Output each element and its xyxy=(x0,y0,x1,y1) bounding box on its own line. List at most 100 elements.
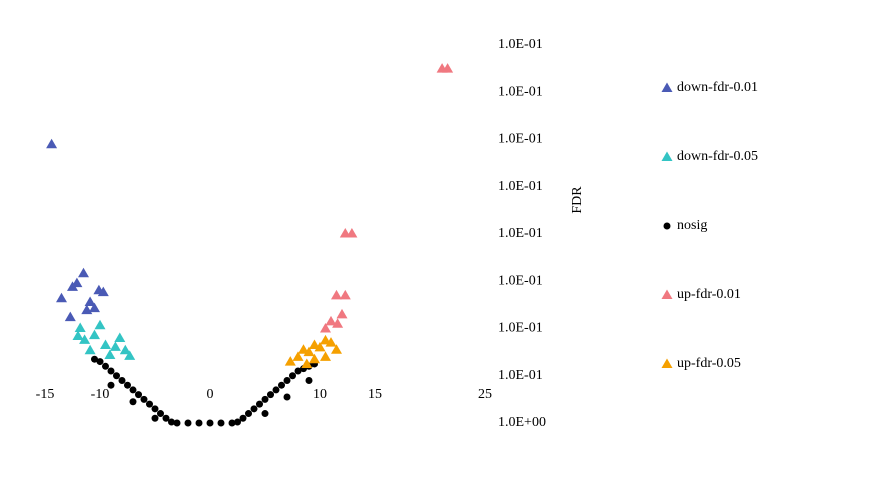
point xyxy=(46,138,58,149)
point xyxy=(292,351,304,361)
point xyxy=(140,395,148,403)
y-tick-label: 1.0E-01 xyxy=(498,368,543,383)
point xyxy=(346,228,358,238)
legend-marker xyxy=(663,222,671,230)
point xyxy=(239,414,247,422)
point xyxy=(107,381,115,389)
point xyxy=(72,330,84,341)
point xyxy=(91,355,98,363)
point xyxy=(135,391,142,399)
point xyxy=(217,419,225,427)
point xyxy=(109,341,121,351)
point xyxy=(278,381,285,389)
point xyxy=(339,289,351,300)
legend-marker xyxy=(661,289,673,299)
point xyxy=(325,337,337,347)
point xyxy=(56,292,67,303)
point xyxy=(320,323,331,333)
point xyxy=(89,302,100,313)
point xyxy=(97,286,109,297)
point xyxy=(284,356,296,366)
point xyxy=(442,63,454,73)
point xyxy=(96,358,104,366)
legend-label: down-fdr-0.05 xyxy=(677,149,758,164)
legend-marker xyxy=(661,82,673,92)
point xyxy=(79,334,91,344)
point xyxy=(67,281,78,291)
point xyxy=(206,419,214,427)
point xyxy=(84,344,96,355)
point xyxy=(89,329,100,340)
point xyxy=(228,419,236,427)
y-tick-label: 1.0E-01 xyxy=(498,132,543,147)
point xyxy=(314,341,326,352)
point xyxy=(289,372,296,380)
legend-marker xyxy=(661,151,673,161)
point xyxy=(267,391,274,399)
x-tick-label: 25 xyxy=(478,387,492,402)
point xyxy=(283,393,291,401)
point xyxy=(325,315,337,326)
point xyxy=(256,400,263,408)
point xyxy=(294,367,302,375)
point xyxy=(118,376,126,384)
x-tick-label: 0 xyxy=(207,387,214,402)
point xyxy=(129,386,137,394)
point xyxy=(104,349,116,359)
legend-label: up-fdr-0.01 xyxy=(677,287,741,302)
point xyxy=(261,410,269,418)
point xyxy=(129,398,137,406)
point xyxy=(305,376,313,384)
x-tick-label: -10 xyxy=(91,387,110,402)
point xyxy=(100,339,111,350)
point xyxy=(64,311,76,322)
point xyxy=(250,405,258,413)
y-tick-label: 1.0E-01 xyxy=(498,273,543,288)
point xyxy=(261,395,269,403)
x-tick-label: 15 xyxy=(368,387,382,402)
x-tick-label: -15 xyxy=(36,387,55,402)
y-axis-label: FDR xyxy=(570,186,585,214)
point xyxy=(331,344,342,354)
point xyxy=(74,322,86,333)
point xyxy=(114,332,126,342)
point xyxy=(119,344,131,355)
point xyxy=(146,400,153,408)
point xyxy=(234,418,241,426)
point xyxy=(195,419,203,427)
y-tick-label: 1.0E-01 xyxy=(498,179,543,194)
point xyxy=(113,372,120,380)
point xyxy=(301,358,313,368)
point xyxy=(78,267,89,278)
y-tick-label: 1.0E-01 xyxy=(498,321,543,336)
x-tick-label: 10 xyxy=(313,387,327,402)
point xyxy=(84,296,96,307)
point xyxy=(124,350,136,360)
y-tick-label: 1.0E-01 xyxy=(498,37,543,52)
point xyxy=(336,308,348,319)
point xyxy=(157,410,164,418)
point xyxy=(151,414,159,422)
point xyxy=(331,289,342,300)
point xyxy=(320,351,331,361)
point xyxy=(81,304,93,315)
point xyxy=(102,362,109,370)
point xyxy=(272,386,280,394)
legend-label: up-fdr-0.05 xyxy=(677,356,741,371)
point xyxy=(94,319,106,330)
y-tick-label: 1.0E-01 xyxy=(498,84,543,99)
y-tick-label: 1.0E+00 xyxy=(498,415,546,430)
point xyxy=(309,353,320,364)
legend-label: nosig xyxy=(677,218,707,233)
point xyxy=(162,414,170,422)
point xyxy=(124,381,131,389)
point xyxy=(151,405,159,413)
point xyxy=(184,419,192,427)
point xyxy=(107,367,115,375)
point xyxy=(168,418,175,426)
point xyxy=(332,318,344,328)
point xyxy=(245,410,252,418)
legend-marker xyxy=(661,358,673,368)
point xyxy=(173,419,181,427)
point xyxy=(303,346,315,357)
